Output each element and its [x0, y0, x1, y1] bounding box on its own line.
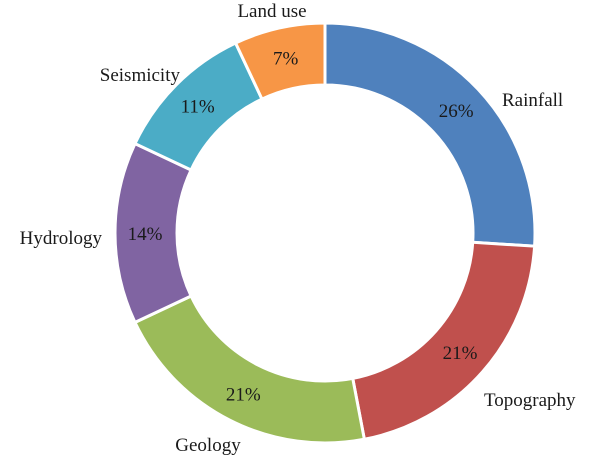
percent-label-seismicity: 11% — [181, 97, 215, 118]
percent-labels: 26% 21% 21% 14% 11% 7% — [128, 48, 478, 405]
category-label-topography: Topography — [484, 390, 576, 411]
category-labels: Rainfall Topography Geology Hydrology Seismi… — [20, 1, 576, 456]
slice-rainfall — [323, 21, 537, 248]
percent-label-hydrology: 14% — [128, 224, 163, 245]
category-label-land-use: Land use — [237, 1, 306, 22]
category-label-geology: Geology — [175, 435, 241, 456]
donut-slices — [113, 21, 537, 445]
percent-label-land-use: 7% — [273, 48, 299, 69]
category-label-seismicity: Seismicity — [100, 65, 181, 86]
percent-label-topography: 21% — [443, 343, 478, 364]
percent-label-geology: 21% — [226, 384, 261, 405]
category-label-rainfall: Rainfall — [502, 90, 563, 111]
percent-label-rainfall: 26% — [439, 101, 474, 122]
slice-geology — [132, 294, 367, 445]
slice-land-use — [233, 21, 327, 102]
category-label-hydrology: Hydrology — [20, 228, 103, 249]
